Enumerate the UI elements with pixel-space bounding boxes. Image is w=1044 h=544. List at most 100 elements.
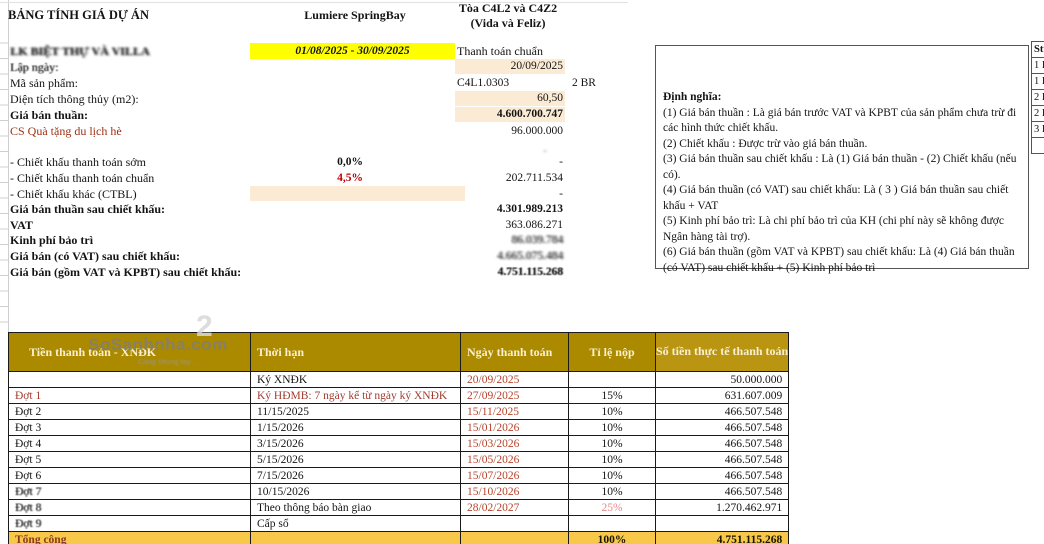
policy-label: LK BIỆT THỰ VÀ VILLA bbox=[10, 44, 150, 58]
cell-installment[interactable]: Đợt 7 bbox=[8, 483, 251, 500]
total-amount[interactable]: 4.751.115.268 bbox=[654, 531, 790, 544]
cell-date[interactable]: 28/02/2027 bbox=[460, 499, 569, 516]
policy-period-cell[interactable]: 01/08/2025 - 30/09/2025 bbox=[250, 43, 455, 59]
cell-term[interactable]: 10/15/2026 bbox=[250, 483, 461, 500]
vat-label: VAT bbox=[10, 218, 33, 232]
cell-amount[interactable]: 50.000.000 bbox=[654, 371, 790, 388]
table-row: Đợt 4 3/15/2026 15/03/2026 10% 466.507.5… bbox=[8, 435, 790, 452]
definition-item-5: (5) Kinh phí bảo trì: Là chi phí bảo trì… bbox=[663, 215, 1004, 243]
cell-installment[interactable]: Đợt 5 bbox=[8, 451, 251, 468]
total-term-empty[interactable] bbox=[250, 531, 461, 544]
discount-standard-amount: 202.711.534 bbox=[505, 172, 563, 184]
cell-amount[interactable]: 466.507.548 bbox=[654, 435, 790, 452]
cell-rate[interactable]: 10% bbox=[568, 419, 656, 436]
tower-name-line2: (Vida và Feliz) bbox=[470, 16, 546, 30]
unit-panel-row: 2 B bbox=[1031, 90, 1044, 106]
cell-installment[interactable]: Đợt 3 bbox=[8, 419, 251, 436]
header-term[interactable]: Thời hạn bbox=[250, 332, 461, 372]
cell-date[interactable]: 15/10/2026 bbox=[460, 483, 569, 500]
cell-term[interactable]: 3/15/2026 bbox=[250, 435, 461, 452]
cell-term[interactable]: 7/15/2026 bbox=[250, 467, 461, 484]
cell-term[interactable]: 1/15/2026 bbox=[250, 419, 461, 436]
created-date-cell[interactable]: 20/09/2025 bbox=[455, 59, 565, 74]
cell-rate[interactable]: 10% bbox=[568, 435, 656, 452]
definition-item-3: (3) Giá bán thuần sau chiết khấu : Là (1… bbox=[663, 153, 1017, 181]
discount-early-label: - Chiết khấu thanh toán sớm bbox=[10, 155, 146, 169]
cell-amount[interactable] bbox=[654, 515, 790, 532]
cell-amount[interactable]: 466.507.548 bbox=[654, 467, 790, 484]
cell-rate[interactable] bbox=[568, 515, 656, 532]
cell-installment[interactable]: Đợt 4 bbox=[8, 435, 251, 452]
area-label: Diện tích thông thủy (m2): bbox=[10, 92, 139, 106]
definition-item-4: (4) Giá bán thuần (có VAT) sau chiết khấ… bbox=[663, 184, 1009, 212]
cell-installment[interactable]: Đợt 2 bbox=[8, 403, 251, 420]
discount-other-amount: - bbox=[559, 188, 563, 200]
table-row: Đợt 9 Cấp sổ bbox=[8, 515, 790, 532]
cell-date[interactable]: 27/09/2025 bbox=[460, 387, 569, 404]
cell-amount[interactable]: 1.270.462.971 bbox=[654, 499, 790, 516]
cell-installment[interactable]: Đợt 8 bbox=[8, 499, 251, 516]
table-row: Đợt 2 11/15/2025 15/11/2025 10% 466.507.… bbox=[8, 403, 790, 420]
created-date-label: Lập ngày: bbox=[10, 60, 59, 74]
header-payment-date[interactable]: Ngày thanh toán bbox=[460, 332, 569, 372]
price-with-vat-amount: 4.665.075.484 bbox=[496, 250, 563, 262]
cell-term[interactable]: Ký HĐMB: 7 ngày kể từ ngày ký XNĐK bbox=[250, 387, 461, 404]
cell-rate[interactable]: 10% bbox=[568, 467, 656, 484]
sheet-gridline-vertical bbox=[8, 0, 9, 333]
net-price-cell[interactable]: 4.600.700.747 bbox=[455, 107, 565, 122]
table-row: Đợt 7 10/15/2026 15/10/2026 10% 466.507.… bbox=[8, 483, 790, 500]
cell-installment[interactable]: Đợt 9 bbox=[8, 515, 251, 532]
tower-name-line1: Tòa C4L2 và C4Z2 bbox=[458, 1, 558, 15]
watermark-brand: SoSanhnha.com bbox=[88, 335, 228, 354]
cell-date[interactable]: 15/05/2026 bbox=[460, 451, 569, 468]
watermark-tagline: Cùng chung tay ... bbox=[138, 357, 199, 366]
cell-date[interactable]: 15/11/2025 bbox=[460, 403, 569, 420]
discount-other-input-cell[interactable] bbox=[250, 186, 465, 201]
cell-installment[interactable] bbox=[8, 371, 251, 388]
total-label[interactable]: Tổng cộng bbox=[8, 531, 251, 544]
cell-rate[interactable]: 10% bbox=[568, 451, 656, 468]
cell-rate[interactable]: 15% bbox=[568, 387, 656, 404]
cell-date[interactable]: 20/09/2025 bbox=[460, 371, 569, 388]
cell-term[interactable]: 5/15/2026 bbox=[250, 451, 461, 468]
cell-term[interactable]: Theo thông báo bàn giao bbox=[250, 499, 461, 516]
page-title: BẢNG TÍNH GIÁ DỰ ÁN bbox=[8, 8, 149, 22]
discount-early-amount: - bbox=[559, 156, 563, 168]
net-price-label: Giá bán thuần: bbox=[10, 108, 89, 122]
cell-amount[interactable]: 631.607.009 bbox=[654, 387, 790, 404]
cell-term[interactable]: 11/15/2025 bbox=[250, 403, 461, 420]
cell-date[interactable]: 15/03/2026 bbox=[460, 435, 569, 452]
cell-date[interactable]: 15/01/2026 bbox=[460, 419, 569, 436]
cell-date[interactable] bbox=[460, 515, 569, 532]
cell-rate[interactable]: 10% bbox=[568, 483, 656, 500]
table-row: Đợt 1 Ký HĐMB: 7 ngày kể từ ngày ký XNĐK… bbox=[8, 387, 790, 404]
total-rate[interactable]: 100% bbox=[568, 531, 656, 544]
unit-panel-header: Stu bbox=[1031, 42, 1044, 58]
cell-rate[interactable]: 25% bbox=[568, 499, 656, 516]
table-row: Đợt 8 Theo thông báo bàn giao 28/02/2027… bbox=[8, 499, 790, 516]
cell-rate[interactable]: 10% bbox=[568, 403, 656, 420]
discount-standard-rate[interactable]: 4,5% bbox=[337, 172, 363, 184]
definitions-box: Định nghĩa: (1) Giá bán thuần : Là giá b… bbox=[655, 45, 1029, 274]
header-installment[interactable]: Tiền thanh toán - XNĐK bbox=[8, 332, 251, 372]
cell-term[interactable]: Cấp sổ bbox=[250, 515, 461, 532]
cell-term[interactable]: Ký XNĐK bbox=[250, 371, 461, 388]
table-row: Đợt 3 1/15/2026 15/01/2026 10% 466.507.5… bbox=[8, 419, 790, 436]
total-date-empty[interactable] bbox=[460, 531, 569, 544]
cell-amount[interactable]: 466.507.548 bbox=[654, 403, 790, 420]
header-actual-amount[interactable]: Số tiền thực tế thanh toán bbox=[654, 332, 790, 372]
discount-early-rate[interactable]: 0,0% bbox=[337, 156, 363, 168]
cell-date[interactable]: 15/07/2026 bbox=[460, 467, 569, 484]
cell-installment[interactable]: Đợt 1 bbox=[8, 387, 251, 404]
area-cell[interactable]: 60,50 bbox=[455, 91, 565, 106]
definition-item-1: (1) Giá bán thuần : Là giá bán trước VAT… bbox=[663, 106, 1017, 135]
definition-item-6: (6) Giá bán thuần (gồm VAT và KPBT) sau … bbox=[663, 246, 1015, 274]
cell-installment[interactable]: Đợt 6 bbox=[8, 467, 251, 484]
cell-amount[interactable]: 466.507.548 bbox=[654, 419, 790, 436]
cell-amount[interactable]: 466.507.548 bbox=[654, 483, 790, 500]
product-code-cell[interactable]: C4L1.0303 bbox=[457, 77, 510, 89]
cell-rate[interactable] bbox=[568, 371, 656, 388]
header-rate[interactable]: Tỉ lệ nộp bbox=[568, 332, 656, 372]
cell-amount[interactable]: 466.507.548 bbox=[654, 451, 790, 468]
